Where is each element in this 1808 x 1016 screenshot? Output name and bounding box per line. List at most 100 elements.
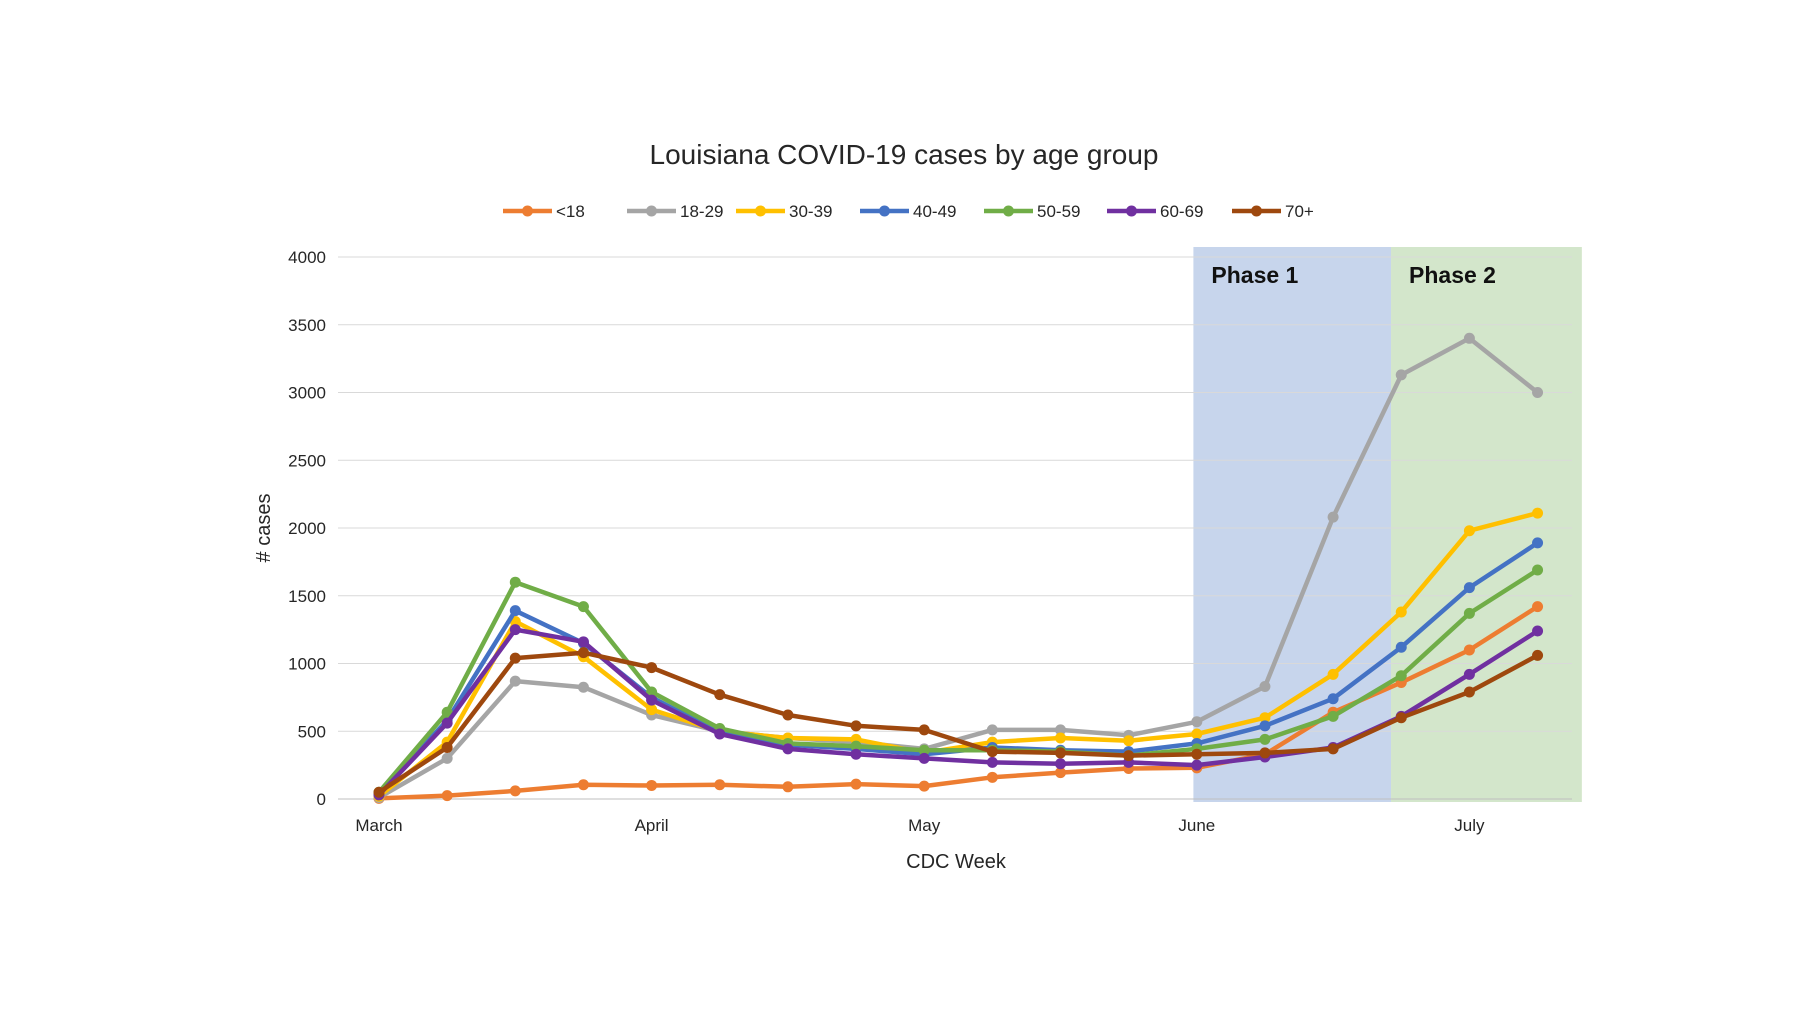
y-tick-label: 2000 [288,519,326,538]
data-point [1463,668,1475,680]
legend-item: 18-29 [627,202,723,221]
y-tick-label: 3500 [288,316,326,335]
y-tick-label: 500 [298,722,326,741]
data-point [1327,511,1339,523]
legend-item: 60-69 [1107,202,1203,221]
data-point [850,720,862,732]
y-tick-label: 1500 [288,587,326,606]
data-point [577,647,589,659]
data-point [850,778,862,790]
legend: <18 18-29 30-39 40-49 50-59 60-69 70+ [503,202,1314,221]
data-point [1463,582,1475,594]
data-point [646,779,658,791]
data-point [1532,649,1544,661]
y-tick-label: 0 [317,790,326,809]
data-point [373,786,385,798]
data-point [782,709,794,721]
data-point [1259,712,1271,724]
legend-swatch-marker [755,205,766,217]
data-point [1395,369,1407,381]
y-tick-label: 1000 [288,655,326,674]
data-point [509,605,521,617]
data-point [577,601,589,613]
data-point [1532,387,1544,398]
legend-item: 40-49 [860,202,956,221]
data-point [986,724,998,736]
legend-item: <18 [503,202,585,221]
data-point [850,740,862,752]
legend-swatch-marker [1126,205,1137,217]
data-point [1395,641,1407,653]
series-7 [373,647,1544,798]
x-tick-label: July [1454,816,1485,835]
data-point [1395,712,1407,724]
data-point [1327,668,1339,680]
data-point [1327,710,1339,722]
data-point [1463,644,1475,656]
data-point [441,790,453,802]
data-point [1532,564,1544,576]
data-point [986,756,998,768]
data-point [1259,747,1271,759]
data-point [714,728,726,740]
data-point [1191,748,1203,760]
data-point [1123,735,1135,747]
data-point [986,771,998,783]
legend-swatch-marker [1251,205,1262,217]
phase-label-2: Phase 2 [1409,262,1496,288]
y-tick-label: 2500 [288,451,326,470]
data-point [1259,720,1271,732]
legend-label: 18-29 [680,202,723,221]
data-point [918,780,930,792]
data-point [1123,750,1135,762]
data-point [646,704,658,716]
data-point [986,746,998,758]
data-point [1055,747,1066,759]
legend-swatch-marker [522,205,533,217]
data-point [1055,724,1066,736]
series-line [376,650,1540,795]
data-point [1055,758,1066,770]
data-point [1055,767,1066,779]
data-point [646,694,658,706]
data-point [714,779,726,791]
data-point [1532,537,1544,549]
legend-swatch-marker [1003,205,1014,217]
data-point [577,779,589,791]
x-tick-label: April [635,816,669,835]
legend-item: 70+ [1232,202,1314,221]
phase-region-1 [1193,247,1392,802]
data-point [509,576,521,588]
data-point [1463,607,1475,619]
data-point [1055,732,1066,744]
data-point [1532,507,1544,519]
data-point [1463,525,1475,537]
phase-label-1: Phase 1 [1211,262,1298,288]
data-point [782,743,794,755]
legend-label: 30-39 [789,202,832,221]
data-point [1259,733,1271,745]
data-point [1532,625,1544,637]
data-point [782,781,794,793]
data-point [1463,332,1475,344]
legend-label: 60-69 [1160,202,1203,221]
data-point [1327,743,1339,755]
legend-swatch-marker [879,205,890,217]
x-tick-label: June [1178,816,1215,835]
chart-title: Louisiana COVID-19 cases by age group [650,139,1159,170]
legend-item: 50-59 [984,202,1080,221]
data-point [1191,716,1203,728]
data-point [1191,728,1203,740]
data-point [509,675,521,687]
phase-shading: Phase 1 Phase 2 [1193,247,1582,802]
data-point [850,748,862,760]
data-point [441,752,453,764]
data-point [1463,686,1475,698]
data-point [509,652,521,664]
data-point [1327,693,1339,705]
x-axis-title: CDC Week [906,851,1007,873]
data-point [714,689,726,701]
y-tick-label: 3000 [288,384,326,403]
data-point [918,724,930,736]
data-point [1191,759,1203,771]
